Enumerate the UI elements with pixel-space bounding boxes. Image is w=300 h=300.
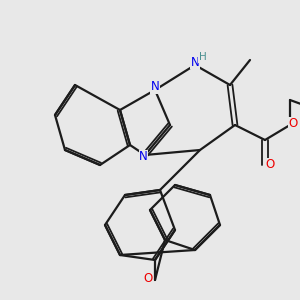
Text: N: N: [151, 80, 159, 94]
Text: O: O: [288, 117, 298, 130]
Text: N: N: [139, 150, 148, 163]
Text: O: O: [143, 272, 152, 285]
Text: N: N: [190, 56, 200, 68]
Text: O: O: [265, 158, 274, 172]
Text: H: H: [199, 52, 206, 62]
